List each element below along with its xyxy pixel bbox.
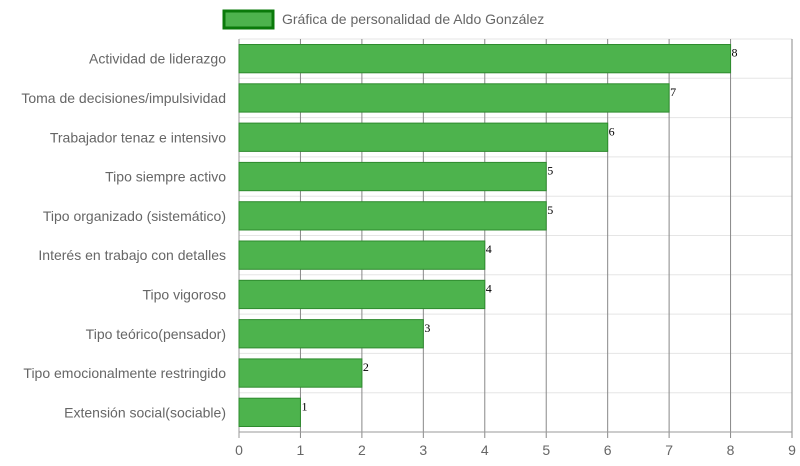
category-label: Tipo siempre activo bbox=[105, 169, 226, 185]
data-label: 3 bbox=[424, 321, 430, 335]
x-tick-label: 3 bbox=[419, 442, 427, 458]
category-label: Tipo teórico(pensador) bbox=[86, 326, 226, 342]
data-label: 5 bbox=[547, 203, 553, 217]
data-label: 4 bbox=[486, 242, 492, 256]
data-label: 8 bbox=[732, 46, 738, 60]
x-tick-label: 2 bbox=[358, 442, 366, 458]
bar[interactable] bbox=[238, 83, 670, 113]
legend-label: Gráfica de personalidad de Aldo González bbox=[282, 11, 544, 27]
bar[interactable] bbox=[238, 319, 424, 349]
x-tick-label: 6 bbox=[604, 442, 612, 458]
category-label: Tipo vigoroso bbox=[142, 286, 226, 302]
bar[interactable] bbox=[238, 201, 547, 231]
bar[interactable] bbox=[238, 44, 732, 74]
bar[interactable] bbox=[238, 122, 609, 152]
data-label: 6 bbox=[609, 124, 615, 138]
data-label: 2 bbox=[363, 360, 369, 374]
category-label: Toma de decisiones/impulsividad bbox=[21, 90, 226, 106]
bar[interactable] bbox=[238, 397, 301, 427]
data-label: 4 bbox=[486, 281, 492, 295]
category-label: Tipo emocionalmente restringido bbox=[23, 365, 226, 381]
x-tick-label: 9 bbox=[788, 442, 796, 458]
x-tick-label: 1 bbox=[297, 442, 305, 458]
legend-swatch bbox=[222, 9, 275, 30]
data-label: 7 bbox=[670, 85, 676, 99]
category-label: Extensión social(sociable) bbox=[64, 404, 226, 420]
category-label: Trabajador tenaz e intensivo bbox=[50, 129, 226, 145]
x-tick-label: 4 bbox=[481, 442, 489, 458]
legend[interactable]: Gráfica de personalidad de Aldo González bbox=[222, 9, 544, 30]
data-label: 1 bbox=[301, 399, 307, 413]
bar[interactable] bbox=[238, 358, 363, 388]
bar[interactable] bbox=[238, 240, 486, 270]
x-tick-label: 5 bbox=[542, 442, 550, 458]
x-tick-label: 7 bbox=[665, 442, 673, 458]
category-label: Tipo organizado (sistemático) bbox=[43, 208, 226, 224]
x-tick-labels: 0 1 2 3 4 5 6 7 8 9 bbox=[235, 442, 796, 458]
category-label: Interés en trabajo con detalles bbox=[38, 247, 226, 263]
category-label: Actividad de liderazgo bbox=[89, 51, 226, 67]
data-labels: 8 7 6 5 5 4 4 3 2 1 bbox=[301, 46, 737, 414]
data-label: 5 bbox=[547, 164, 553, 178]
bar[interactable] bbox=[238, 279, 486, 310]
x-tick-label: 0 bbox=[235, 442, 243, 458]
bar[interactable] bbox=[238, 161, 547, 192]
bars bbox=[238, 44, 732, 427]
x-tick-label: 8 bbox=[727, 442, 735, 458]
category-labels: Actividad de liderazgo Toma de decisiones… bbox=[21, 51, 226, 421]
